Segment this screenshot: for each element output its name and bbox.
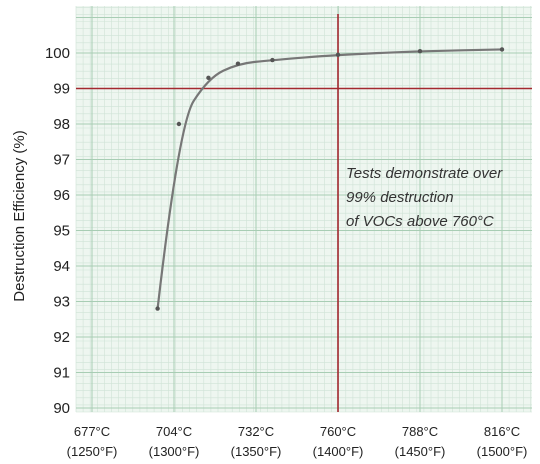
x-tick-label: 816°C	[484, 424, 520, 439]
x-tick-sublabel: (1350°F)	[231, 444, 282, 459]
data-series	[155, 47, 505, 311]
y-tick-label: 93	[53, 294, 70, 311]
y-tick-label: 94	[53, 258, 70, 275]
reference-lines	[76, 14, 532, 412]
data-point	[206, 75, 211, 81]
y-tick-label: 90	[53, 400, 70, 417]
x-tick-sublabel: (1400°F)	[313, 444, 364, 459]
x-tick-label: 732°C	[238, 424, 274, 439]
x-tick-label: 760°C	[320, 424, 356, 439]
data-point	[270, 57, 275, 63]
x-tick-sublabel: (1300°F)	[149, 444, 200, 459]
grid	[75, 6, 532, 413]
x-tick-sublabel: (1250°F)	[67, 444, 118, 459]
plot-background	[76, 6, 532, 412]
y-tick-label: 92	[53, 329, 70, 346]
y-tick-label: 95	[53, 223, 70, 240]
x-tick-sublabel: (1500°F)	[477, 444, 528, 459]
x-tick-label: 704°C	[156, 424, 192, 439]
data-point	[499, 47, 505, 52]
annotation-line-2: 99% destruction	[346, 189, 454, 206]
data-point	[235, 61, 241, 66]
x-tick-sublabel: (1450°F)	[395, 444, 446, 459]
data-point	[176, 121, 182, 127]
y-tick-label: 91	[53, 365, 70, 382]
x-tick-label: 788°C	[402, 424, 438, 439]
data-point	[335, 52, 341, 57]
y-tick-labels: 90 91 92 93 94 95 96 97 98 99 100	[45, 45, 70, 417]
y-axis-label: Destruction Efficiency (%)	[11, 130, 28, 301]
x-tick-label: 677°C	[74, 424, 110, 439]
y-tick-label: 96	[53, 187, 70, 204]
data-point	[155, 306, 160, 311]
annotation: Tests demonstrate over 99% destruction o…	[346, 165, 506, 230]
data-point	[417, 49, 423, 54]
y-tick-label: 99	[53, 81, 70, 98]
y-tick-label: 98	[53, 116, 70, 133]
annotation-line-3: of VOCs above 760°C	[346, 213, 494, 230]
x-tick-labels: 677°C (1250°F) 704°C (1300°F) 732°C (1350°F) 7…	[67, 424, 528, 459]
y-tick-label: 100	[45, 45, 70, 62]
y-tick-label: 97	[53, 152, 70, 169]
annotation-line-1: Tests demonstrate over	[346, 165, 503, 182]
series-line	[156, 48, 504, 310]
